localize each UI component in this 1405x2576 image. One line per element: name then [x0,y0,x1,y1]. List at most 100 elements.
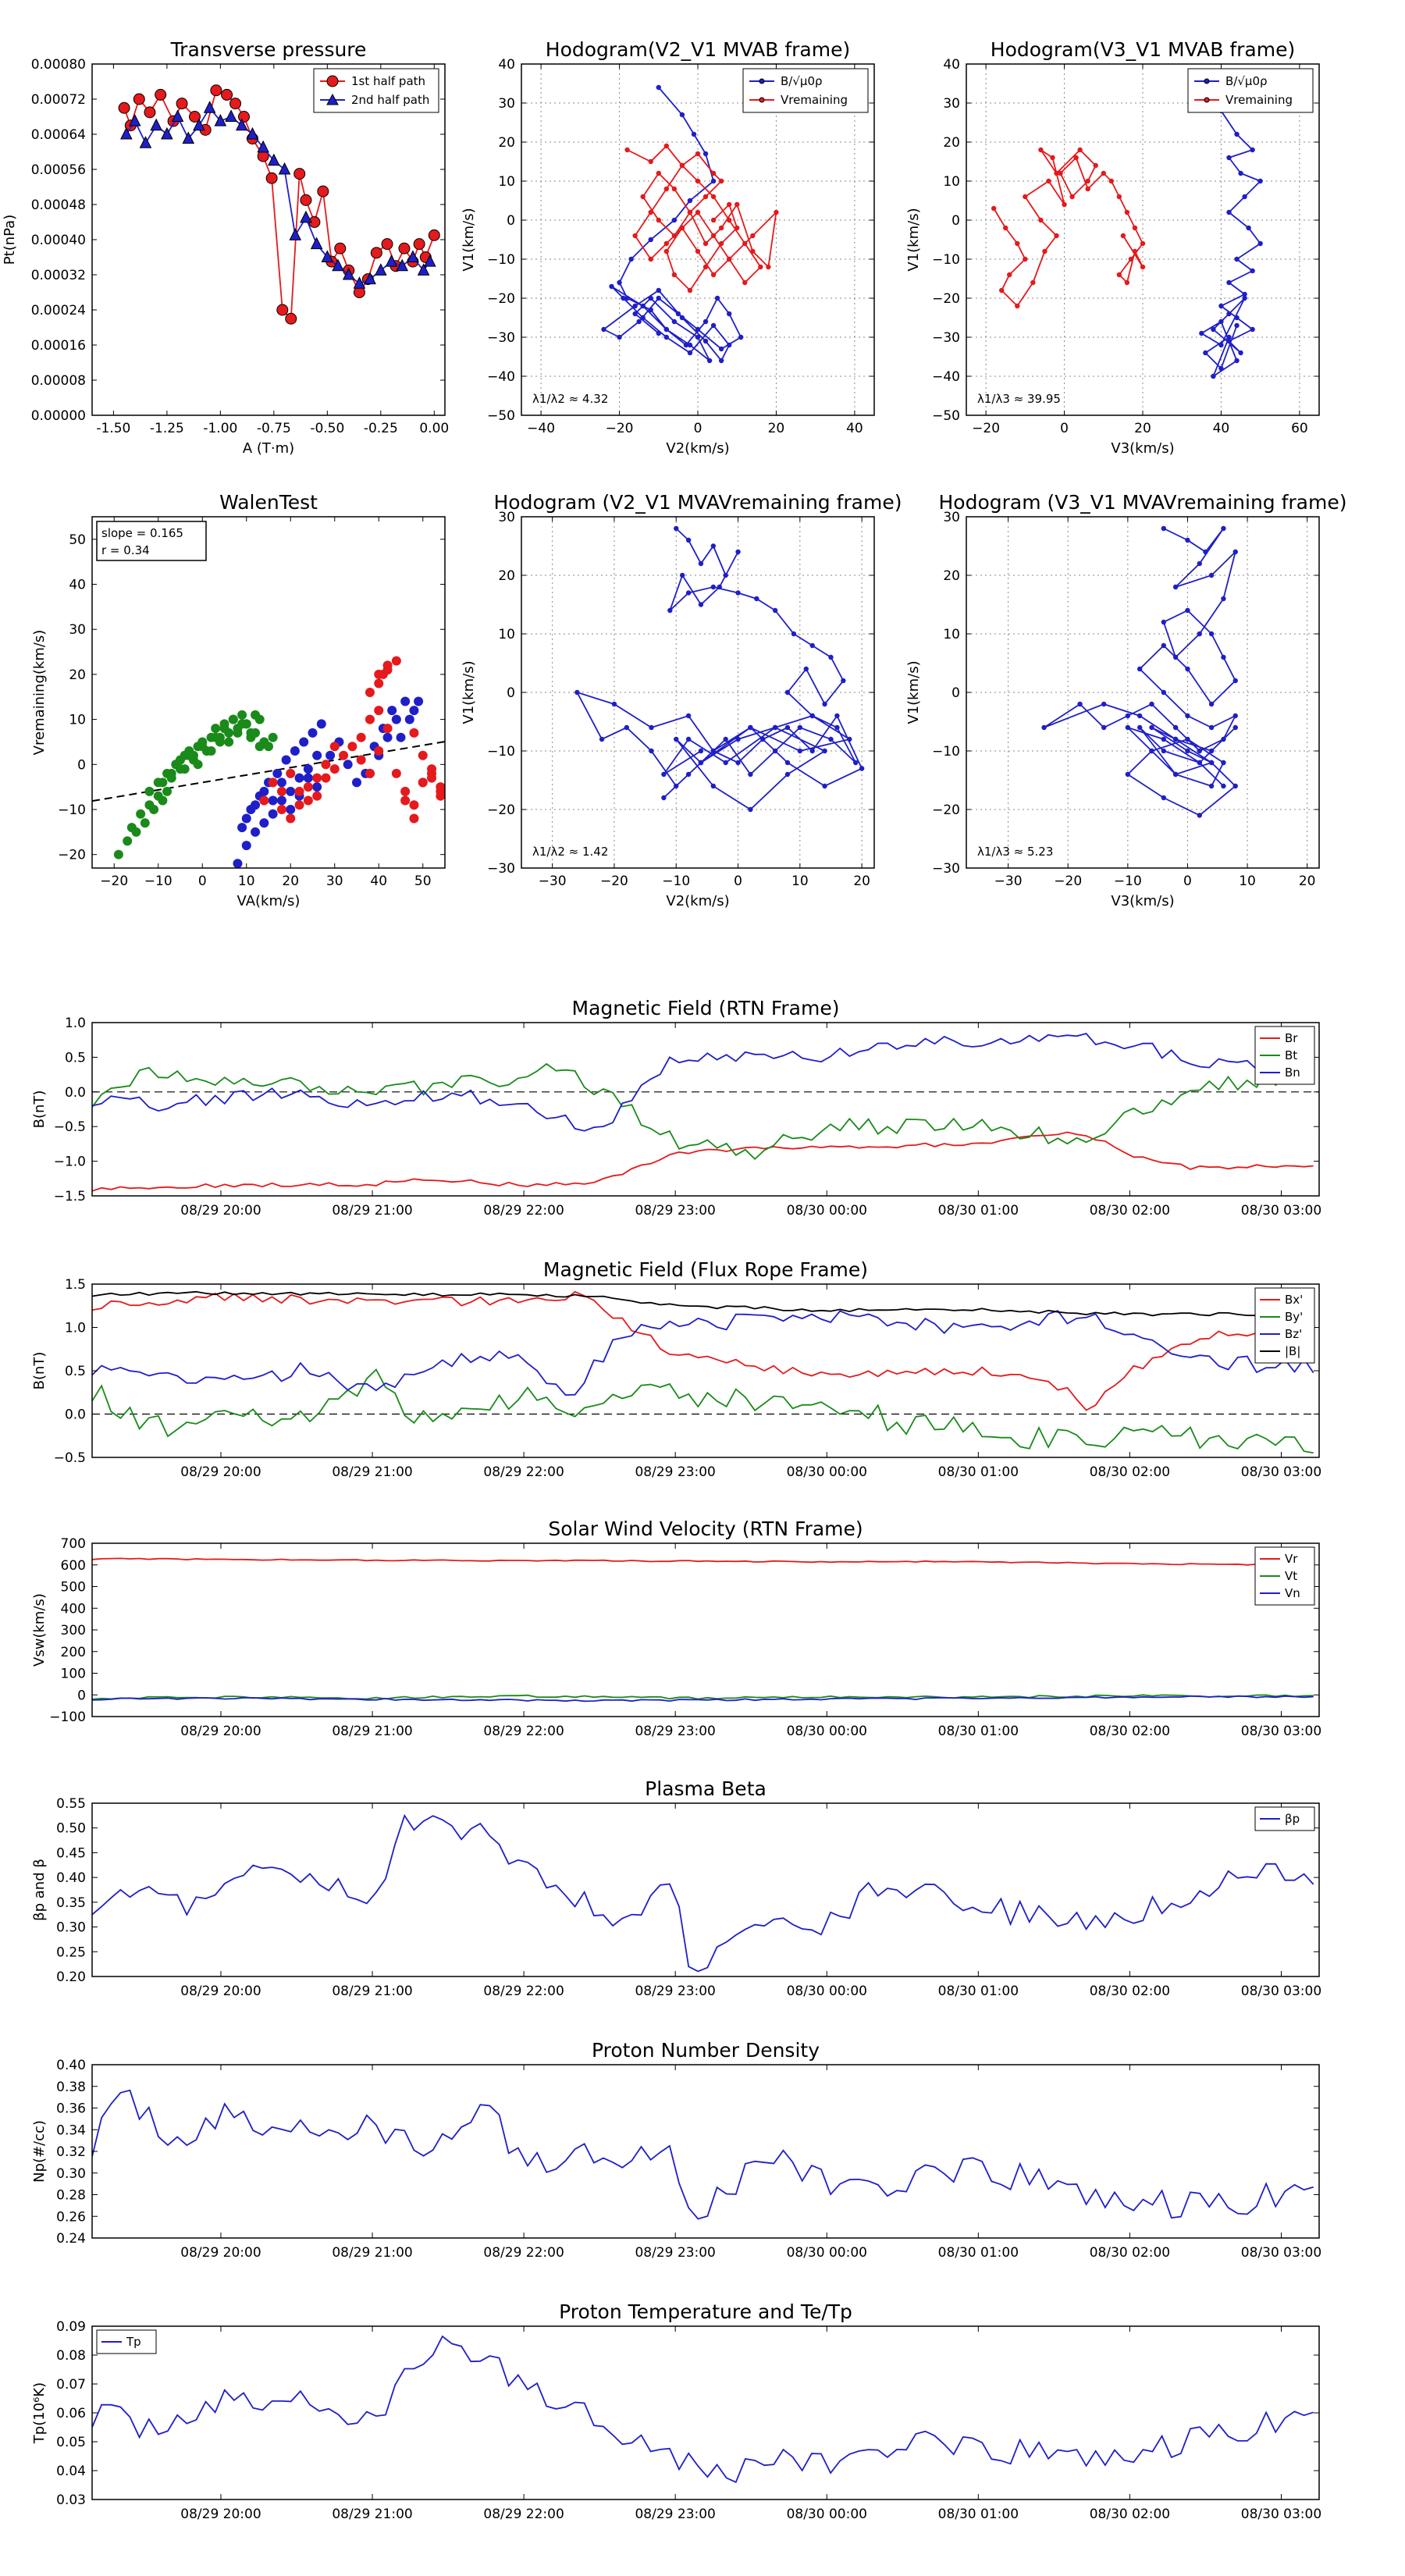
data-point [221,88,233,101]
y-tick-label: 0.25 [56,1944,86,1960]
data-point [225,109,237,122]
data-point [695,334,701,340]
chart-title: Solar Wind Velocity (RTN Frame) [548,1517,863,1540]
data-point [748,771,753,777]
data-point [1125,713,1131,719]
x-tick-label: 08/29 23:00 [635,1724,715,1739]
x-tick-label: 10 [1239,873,1256,889]
data-point [847,736,852,742]
y-tick-label: 1.0 [65,1321,86,1336]
data-point [671,217,678,223]
data-point [136,809,146,819]
legend-label: Bn [1285,1066,1300,1080]
data-point [201,746,212,756]
data-point [679,225,685,231]
legend-label: |B| [1285,1344,1300,1358]
data-point [235,118,248,131]
data-point [687,350,693,356]
legend-box [1187,68,1314,113]
data-point [303,782,313,792]
x-tick-label: 08/30 01:00 [938,2507,1019,2522]
x-tick-label: -0.75 [257,421,291,436]
data-point [241,813,251,824]
data-point [859,766,865,771]
data-point [803,666,809,672]
x-axis-label: V3(km/s) [1111,440,1174,457]
data-point [632,311,638,317]
x-tick-label: 08/30 02:00 [1090,1724,1170,1739]
legend-box [742,68,869,113]
y-tick-label: −30 [932,861,960,877]
data-point [710,322,717,329]
eigen-ratio-annotation: λ1/λ2 ≈ 1.42 [532,845,608,859]
data-point [702,151,709,157]
y-tick-label: 20 [69,667,86,683]
data-point [228,714,238,724]
data-point [396,258,409,272]
data-point [1226,334,1232,340]
axes-frame [91,516,446,869]
data-point [640,194,646,200]
data-point [1023,194,1028,200]
plot-area [92,2335,1314,2484]
chart-fluxrope: 08/29 20:00 08/29 21:00 08/29 22:00 08/29 2… [31,1258,1321,1480]
data-point [310,237,323,250]
y-tick-label: 0.40 [56,1870,86,1886]
y-tick-label: 700 [61,1536,86,1552]
data-point [1172,736,1179,742]
data-point [750,248,756,254]
data-point [611,701,617,707]
y-tick-label: 0.20 [56,1969,86,1985]
chart-walen: −20 −10 0 10 20 30 40 50 −20 −10 0 10 20 30 40 50 WalenT… [31,491,446,909]
data-point [772,607,778,614]
data-point [748,724,753,731]
x-tick-label: 08/29 21:00 [332,1724,412,1739]
data-point [144,786,155,796]
data-point [772,724,778,731]
legend-label: Tp [126,2335,141,2349]
data-point [718,225,724,231]
data-point [661,771,667,777]
data-point [853,760,859,766]
y-tick-label: 0 [77,1688,86,1703]
y-tick-label: 1.0 [65,1016,86,1031]
y-tick-label: 1.5 [65,1277,86,1293]
series-line [92,2335,1314,2484]
x-tick-label: 08/30 03:00 [1241,2507,1321,2522]
chart-title: Hodogram (V2_V1 MVAVremaining frame) [494,491,902,514]
y-tick-label: −10 [487,744,515,760]
data-point [176,764,185,774]
data-point [1085,178,1090,184]
series-line [602,87,742,362]
data-point [1211,373,1216,379]
data-point [317,185,329,197]
y-tick-label: 0.03 [56,2492,86,2508]
data-point [710,217,717,223]
data-point [276,795,286,806]
y-tick-label: 600 [61,1558,86,1574]
data-point [1203,549,1208,555]
data-point [656,217,661,223]
data-point [214,114,227,126]
data-point [1136,724,1143,731]
chart-bfield: 08/29 20:00 08/29 21:00 08/29 22:00 08/29 2… [31,997,1321,1219]
series-line [92,1813,1314,1973]
data-point [343,760,353,770]
data-point [229,98,242,110]
y-tick-label: −0.5 [54,1450,86,1466]
data-point [303,773,313,783]
chart-title: Hodogram (V3_V1 MVAVremaining frame) [939,491,1347,514]
data-point [702,318,709,325]
data-point [1218,342,1224,348]
legend-label: Bt [1285,1048,1297,1062]
data-point [706,358,713,364]
chart-tp: 08/29 20:00 08/29 21:00 08/29 22:00 08/29 2… [31,2300,1321,2522]
data-point [1093,162,1098,169]
data-point [299,737,309,747]
data-point [353,276,366,289]
data-point [760,736,766,742]
eigen-ratio-annotation: λ1/λ3 ≈ 5.23 [977,845,1053,859]
data-point [735,736,741,742]
y-tick-label: 30 [69,622,86,638]
data-point [316,719,326,729]
